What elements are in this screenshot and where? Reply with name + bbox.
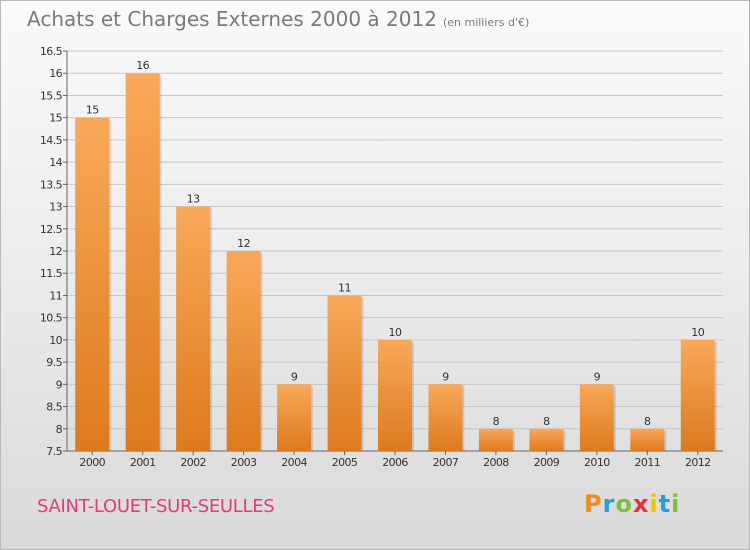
bar-value-label: 9 bbox=[291, 370, 298, 383]
bar-value-label: 11 bbox=[338, 281, 351, 294]
y-tick-label: 15.5 bbox=[40, 89, 63, 102]
bar bbox=[277, 384, 312, 451]
x-tick-label: 2010 bbox=[584, 456, 610, 469]
y-tick-label: 11 bbox=[49, 289, 62, 302]
y-tick-label: 16.5 bbox=[40, 45, 63, 58]
brand-letter: t bbox=[658, 490, 672, 518]
x-tick-label: 2006 bbox=[382, 456, 408, 469]
bar-value-label: 8 bbox=[644, 415, 651, 428]
bar bbox=[680, 339, 715, 451]
bar bbox=[125, 73, 160, 451]
y-tick-label: 10 bbox=[49, 334, 62, 347]
bar-value-label: 13 bbox=[187, 193, 200, 206]
chart-unit: (en milliers d'€) bbox=[442, 16, 530, 29]
bar bbox=[327, 295, 362, 451]
bar-value-label: 12 bbox=[237, 237, 250, 250]
y-tick-label: 9 bbox=[56, 378, 63, 391]
brand-letter: r bbox=[602, 490, 616, 518]
y-tick-label: 12 bbox=[49, 245, 62, 258]
x-tick-label: 2011 bbox=[635, 456, 661, 469]
proxiti-logo: Proxiti bbox=[584, 490, 680, 518]
brand-letter: P bbox=[584, 490, 603, 518]
bar-value-label: 10 bbox=[691, 326, 704, 339]
x-tick-label: 2007 bbox=[433, 456, 459, 469]
bar bbox=[630, 428, 665, 451]
bar-value-label: 15 bbox=[86, 104, 99, 117]
bar-value-label: 16 bbox=[136, 59, 149, 72]
brand-letter: o bbox=[615, 490, 633, 518]
y-tick-label: 7.5 bbox=[46, 445, 62, 458]
y-tick-label: 15 bbox=[49, 112, 62, 125]
brand-letter: i bbox=[671, 490, 681, 518]
bar-value-label: 10 bbox=[389, 326, 402, 339]
x-tick-label: 2001 bbox=[130, 456, 156, 469]
y-tick-label: 13 bbox=[49, 201, 62, 214]
y-tick-label: 14 bbox=[49, 156, 62, 169]
x-tick-label: 2005 bbox=[332, 456, 358, 469]
x-tick-label: 2003 bbox=[231, 456, 257, 469]
y-tick-label: 8 bbox=[56, 423, 63, 436]
bar-value-label: 8 bbox=[493, 415, 500, 428]
x-tick-label: 2002 bbox=[180, 456, 206, 469]
y-tick-label: 12.5 bbox=[40, 223, 63, 236]
y-tick-label: 11.5 bbox=[40, 267, 63, 280]
x-tick-label: 2008 bbox=[483, 456, 509, 469]
bar bbox=[579, 384, 614, 451]
x-tick-label: 2000 bbox=[79, 456, 105, 469]
bar-value-label: 9 bbox=[594, 370, 601, 383]
bar bbox=[75, 117, 110, 452]
bar bbox=[226, 251, 261, 451]
bar-value-label: 9 bbox=[442, 370, 449, 383]
brand-letter: i bbox=[649, 490, 659, 518]
bar bbox=[176, 206, 211, 451]
commune-name: SAINT-LOUET-SUR-SEULLES bbox=[37, 496, 275, 517]
y-tick-label: 8.5 bbox=[46, 401, 62, 414]
bar bbox=[378, 339, 412, 451]
bar bbox=[478, 428, 513, 451]
x-tick-label: 2009 bbox=[534, 456, 560, 469]
y-tick-label: 14.5 bbox=[40, 134, 63, 147]
x-tick-label: 2004 bbox=[281, 456, 307, 469]
bar bbox=[428, 384, 463, 451]
bar-value-label: 8 bbox=[543, 415, 550, 428]
chart-title: Achats et Charges Externes 2000 à 2012 (e… bbox=[27, 7, 529, 31]
y-tick-label: 13.5 bbox=[40, 178, 63, 191]
brand-letter: x bbox=[632, 490, 650, 518]
bar bbox=[529, 428, 564, 451]
x-tick-label: 2012 bbox=[685, 456, 711, 469]
y-tick-label: 16 bbox=[49, 67, 62, 80]
chart-title-text: Achats et Charges Externes 2000 à 2012 bbox=[27, 7, 437, 31]
y-tick-label: 10.5 bbox=[40, 312, 63, 325]
y-tick-label: 9.5 bbox=[46, 356, 62, 369]
